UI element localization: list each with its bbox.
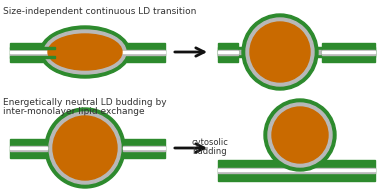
FancyBboxPatch shape: [113, 50, 165, 54]
FancyBboxPatch shape: [316, 50, 375, 54]
FancyBboxPatch shape: [322, 43, 375, 61]
Ellipse shape: [53, 116, 117, 180]
Text: cytosolic: cytosolic: [192, 138, 229, 147]
FancyBboxPatch shape: [123, 146, 165, 150]
FancyBboxPatch shape: [218, 167, 375, 173]
FancyBboxPatch shape: [10, 46, 55, 49]
Text: Size-independent continuous LD transition: Size-independent continuous LD transitio…: [3, 7, 197, 16]
FancyBboxPatch shape: [218, 51, 238, 53]
FancyBboxPatch shape: [316, 47, 375, 57]
Ellipse shape: [264, 99, 336, 171]
FancyBboxPatch shape: [218, 50, 238, 54]
FancyBboxPatch shape: [10, 43, 57, 61]
FancyBboxPatch shape: [218, 169, 375, 171]
Ellipse shape: [48, 34, 122, 70]
FancyBboxPatch shape: [123, 147, 165, 149]
FancyBboxPatch shape: [10, 51, 57, 53]
FancyBboxPatch shape: [218, 43, 238, 61]
FancyBboxPatch shape: [218, 160, 375, 180]
Ellipse shape: [250, 22, 310, 82]
Ellipse shape: [242, 14, 318, 90]
FancyBboxPatch shape: [218, 47, 244, 57]
FancyBboxPatch shape: [322, 50, 375, 54]
FancyBboxPatch shape: [113, 51, 165, 53]
FancyBboxPatch shape: [113, 43, 165, 61]
FancyBboxPatch shape: [218, 50, 244, 54]
Ellipse shape: [246, 18, 314, 86]
Ellipse shape: [272, 107, 328, 163]
Text: budding: budding: [192, 147, 227, 156]
Ellipse shape: [45, 108, 125, 188]
FancyBboxPatch shape: [296, 165, 302, 169]
Ellipse shape: [40, 26, 130, 78]
FancyBboxPatch shape: [322, 51, 375, 53]
Ellipse shape: [44, 30, 126, 74]
FancyBboxPatch shape: [10, 50, 57, 54]
FancyBboxPatch shape: [304, 165, 310, 169]
Ellipse shape: [49, 112, 121, 184]
Text: Energetically neutral LD budding by: Energetically neutral LD budding by: [3, 98, 167, 107]
FancyBboxPatch shape: [10, 147, 47, 149]
Text: inter-monolayer lipid exchange: inter-monolayer lipid exchange: [3, 107, 145, 116]
FancyBboxPatch shape: [10, 139, 47, 157]
FancyBboxPatch shape: [123, 139, 165, 157]
FancyBboxPatch shape: [10, 146, 47, 150]
FancyBboxPatch shape: [10, 56, 55, 57]
Ellipse shape: [268, 103, 332, 167]
